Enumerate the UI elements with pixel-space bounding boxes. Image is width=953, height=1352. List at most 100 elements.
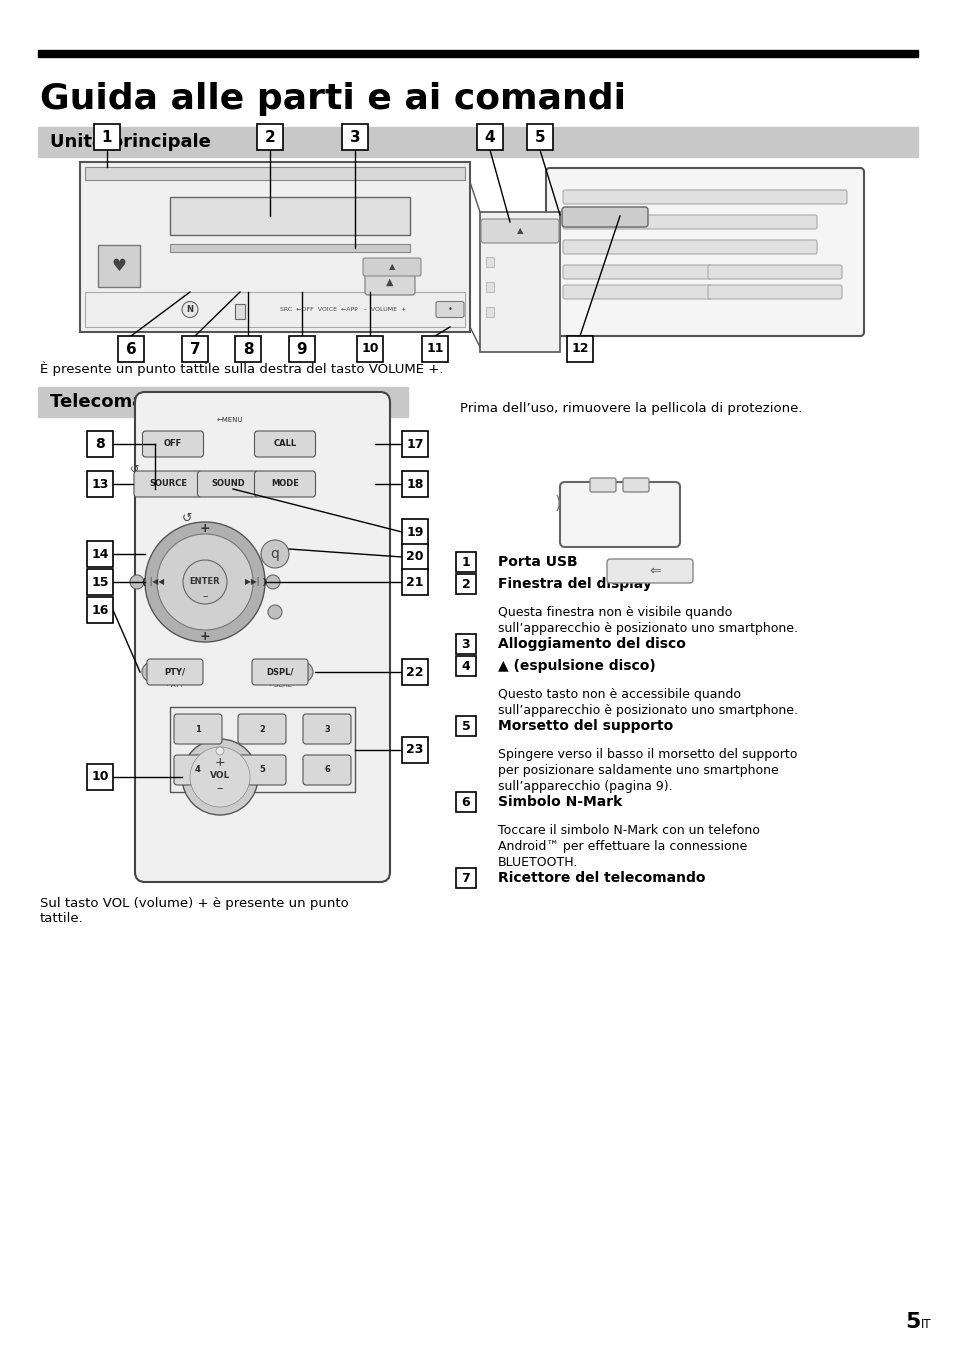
Text: ): ) [554, 495, 560, 512]
FancyBboxPatch shape [252, 658, 308, 685]
FancyBboxPatch shape [545, 168, 863, 337]
Text: Questo tasto non è accessibile quando: Questo tasto non è accessibile quando [497, 688, 740, 700]
Bar [566, 337, 593, 362]
Text: Questa finestra non è visibile quando: Questa finestra non è visibile quando [497, 606, 732, 619]
Text: N: N [186, 306, 193, 314]
Text: PTY/: PTY/ [164, 668, 185, 676]
Text: sull’apparecchio è posizionato uno smartphone.: sull’apparecchio è posizionato uno smart… [497, 704, 797, 717]
Text: 12: 12 [571, 342, 588, 356]
Text: 7: 7 [190, 342, 200, 357]
Text: ↺: ↺ [182, 511, 193, 525]
Text: 4: 4 [194, 765, 201, 775]
Text: ↺: ↺ [193, 781, 202, 792]
Text: IT: IT [920, 1317, 931, 1330]
Bar [289, 337, 314, 362]
Text: Finestra del display: Finestra del display [497, 577, 651, 591]
Text: 14: 14 [91, 548, 109, 561]
Text: Guida alle parti e ai comandi: Guida alle parti e ai comandi [40, 82, 625, 116]
Text: MIC/←EC/NC: MIC/←EC/NC [242, 784, 281, 790]
FancyBboxPatch shape [237, 754, 286, 786]
Text: 8: 8 [95, 437, 105, 452]
Text: ↺: ↺ [131, 465, 139, 475]
FancyBboxPatch shape [142, 431, 203, 457]
FancyBboxPatch shape [559, 483, 679, 548]
Text: Simbolo N-Mark: Simbolo N-Mark [497, 795, 621, 808]
Bar [87, 470, 112, 498]
Text: 5: 5 [461, 719, 470, 733]
Text: ←ATT: ←ATT [166, 681, 184, 688]
Bar [401, 658, 428, 685]
Text: ▶▶| ❱: ▶▶| ❱ [245, 577, 269, 587]
Bar [485, 257, 494, 266]
Text: ▲: ▲ [517, 227, 522, 235]
Text: 22: 22 [406, 665, 423, 679]
Text: 5: 5 [904, 1311, 920, 1332]
Text: ENTER: ENTER [190, 577, 220, 587]
Text: 15: 15 [91, 576, 109, 588]
FancyBboxPatch shape [237, 714, 286, 744]
Text: 1: 1 [194, 725, 201, 734]
FancyBboxPatch shape [254, 470, 315, 498]
Text: +: + [199, 522, 210, 534]
Text: Morsetto del supporto: Morsetto del supporto [497, 719, 673, 733]
FancyBboxPatch shape [147, 658, 203, 685]
Bar [85, 168, 464, 180]
Bar [170, 243, 410, 251]
Bar [87, 764, 112, 790]
Bar [170, 707, 355, 792]
Text: 5: 5 [534, 130, 545, 145]
Bar [234, 337, 261, 362]
FancyBboxPatch shape [562, 191, 846, 204]
Circle shape [183, 560, 227, 604]
Text: –: – [216, 783, 223, 795]
Text: OFF: OFF [164, 439, 182, 449]
FancyBboxPatch shape [589, 479, 616, 492]
Bar [38, 50, 917, 57]
Text: Android™ per effettuare la connessione: Android™ per effettuare la connessione [497, 840, 746, 853]
Bar [476, 124, 502, 150]
Text: 6: 6 [324, 765, 330, 775]
Text: 1: 1 [461, 556, 470, 568]
Bar [401, 431, 428, 457]
FancyBboxPatch shape [606, 558, 692, 583]
Text: Sul tasto VOL (volume) + è presente un punto
tattile.: Sul tasto VOL (volume) + è presente un p… [40, 896, 349, 925]
Text: 18: 18 [406, 477, 423, 491]
FancyBboxPatch shape [562, 215, 816, 228]
Text: 3: 3 [324, 725, 330, 734]
Bar [456, 634, 476, 654]
Text: BLUETOOTH.: BLUETOOTH. [497, 856, 578, 869]
Text: 4: 4 [461, 660, 470, 672]
Text: Unità principale: Unità principale [50, 132, 211, 151]
Text: ⇐: ⇐ [648, 564, 660, 579]
Text: 3: 3 [461, 638, 470, 650]
FancyBboxPatch shape [303, 754, 351, 786]
Text: PAUSE: PAUSE [315, 784, 337, 790]
Text: ▲: ▲ [386, 277, 394, 287]
Text: ▲: ▲ [388, 262, 395, 272]
Text: 20: 20 [406, 550, 423, 564]
Text: VOL: VOL [210, 771, 230, 780]
Text: 2: 2 [264, 130, 275, 145]
FancyBboxPatch shape [197, 470, 258, 498]
Text: +: + [199, 630, 210, 642]
Bar [401, 519, 428, 545]
Text: DSPL/: DSPL/ [266, 668, 294, 676]
Text: 7: 7 [461, 872, 470, 884]
FancyBboxPatch shape [436, 301, 463, 318]
Bar [456, 552, 476, 572]
Text: CALL: CALL [274, 439, 296, 449]
Text: ❰ |◀◀: ❰ |◀◀ [141, 577, 164, 587]
Text: 1: 1 [102, 130, 112, 145]
Text: 16: 16 [91, 603, 109, 617]
Bar [87, 541, 112, 566]
Bar [87, 598, 112, 623]
FancyBboxPatch shape [363, 258, 420, 276]
FancyBboxPatch shape [707, 265, 841, 279]
Bar [401, 470, 428, 498]
Bar [356, 337, 382, 362]
Bar [401, 737, 428, 763]
Bar [234, 304, 245, 319]
FancyBboxPatch shape [622, 479, 648, 492]
Circle shape [293, 662, 313, 681]
Text: 10: 10 [361, 342, 378, 356]
